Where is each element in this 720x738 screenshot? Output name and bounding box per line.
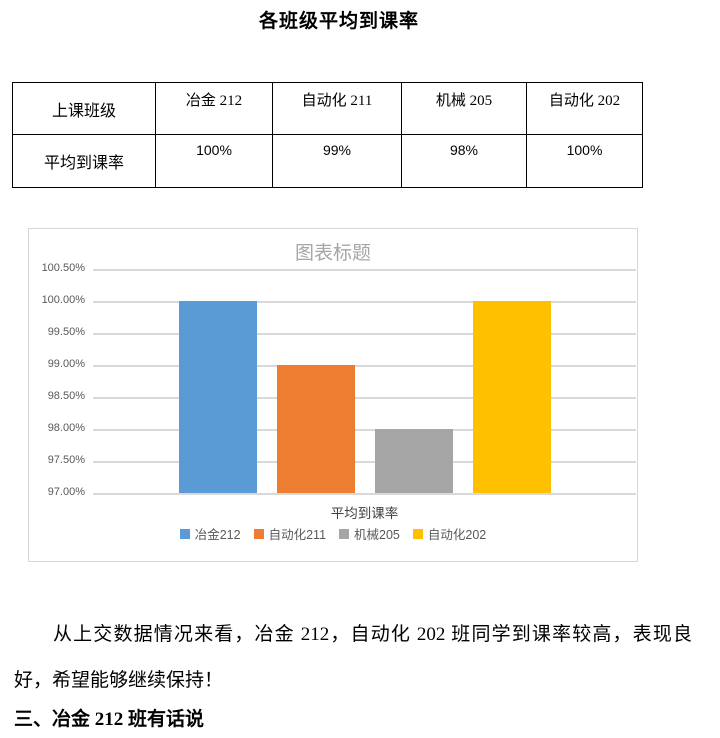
legend-item: 冶金212 (179, 524, 241, 543)
chart-y-tick-label: 100.00% (41, 294, 85, 306)
chart-y-tick-label: 97.50% (47, 454, 85, 466)
chart-y-tick-label: 99.50% (47, 326, 85, 338)
table-cell-class[interactable]: 自动化 211 (272, 82, 402, 135)
chart-gridline (93, 493, 636, 495)
table-cell-row-header[interactable]: 平均到课率 (12, 134, 156, 188)
attendance-table[interactable]: 上课班级 冶金 212 自动化 211 机械 205 自动化 202 平均到课率… (12, 82, 643, 188)
legend-swatch-icon (412, 528, 423, 539)
chart-gridline (93, 429, 636, 431)
chart-gridline (93, 333, 636, 335)
chart-gridline (93, 461, 636, 463)
table-row-classes: 上课班级 冶金 212 自动化 211 机械 205 自动化 202 (12, 82, 643, 135)
chart-bar-1[interactable] (178, 301, 257, 493)
table-cell-rate[interactable]: 100% (526, 134, 643, 188)
table-cell-row-header[interactable]: 上课班级 (12, 82, 156, 135)
section-heading: 三、冶金 212 班有话说 (14, 709, 205, 730)
chart-gridline (93, 301, 636, 303)
legend-swatch-icon (179, 528, 190, 539)
chart-object[interactable]: 图表标题 100.50% 100.00% 99.50% 99.00% 98.50% 98.… (28, 228, 638, 562)
chart-gridline (93, 397, 636, 399)
chart-gridline (93, 269, 636, 271)
legend-label: 自动化202 (427, 528, 487, 542)
table-cell-rate[interactable]: 98% (401, 134, 527, 188)
page-title: 各班级平均到课率 (258, 11, 419, 32)
legend-item: 机械205 (339, 524, 400, 543)
legend-swatch-icon (339, 528, 350, 539)
legend-label: 冶金212 (194, 528, 241, 542)
chart-bar-3[interactable] (374, 429, 453, 493)
table-cell-class[interactable]: 冶金 212 (155, 82, 273, 135)
chart-gridline (93, 365, 636, 367)
chart-bar-4[interactable] (472, 301, 551, 493)
chart-y-tick-label: 99.00% (47, 358, 85, 370)
chart-y-tick-label: 98.50% (47, 390, 85, 402)
chart-x-axis-label: 平均到课率 (330, 506, 399, 521)
body-paragraph: 从上交数据情况来看，冶金 212，自动化 202 班同学到课率较高，表现良好，希… (14, 624, 692, 691)
table-cell-class[interactable]: 自动化 202 (526, 82, 643, 135)
chart-bar-2[interactable] (276, 365, 355, 493)
chart-y-tick-label: 100.50% (41, 262, 85, 274)
legend-label: 机械205 (354, 528, 400, 542)
table-cell-class[interactable]: 机械 205 (401, 82, 527, 135)
table-cell-rate[interactable]: 100% (155, 134, 273, 188)
chart-legend: 冶金212 自动化211 机械205 自动化202 (29, 524, 637, 543)
legend-item: 自动化202 (412, 524, 487, 543)
chart-y-tick-label: 97.00% (47, 486, 85, 498)
table-cell-rate[interactable]: 99% (272, 134, 402, 188)
chart-title: 图表标题 (294, 243, 371, 264)
legend-swatch-icon (253, 528, 264, 539)
legend-label: 自动化211 (268, 528, 327, 542)
legend-item: 自动化211 (253, 524, 327, 543)
table-row-rates: 平均到课率 100% 99% 98% 100% (12, 134, 643, 188)
chart-y-tick-label: 98.00% (47, 422, 85, 434)
